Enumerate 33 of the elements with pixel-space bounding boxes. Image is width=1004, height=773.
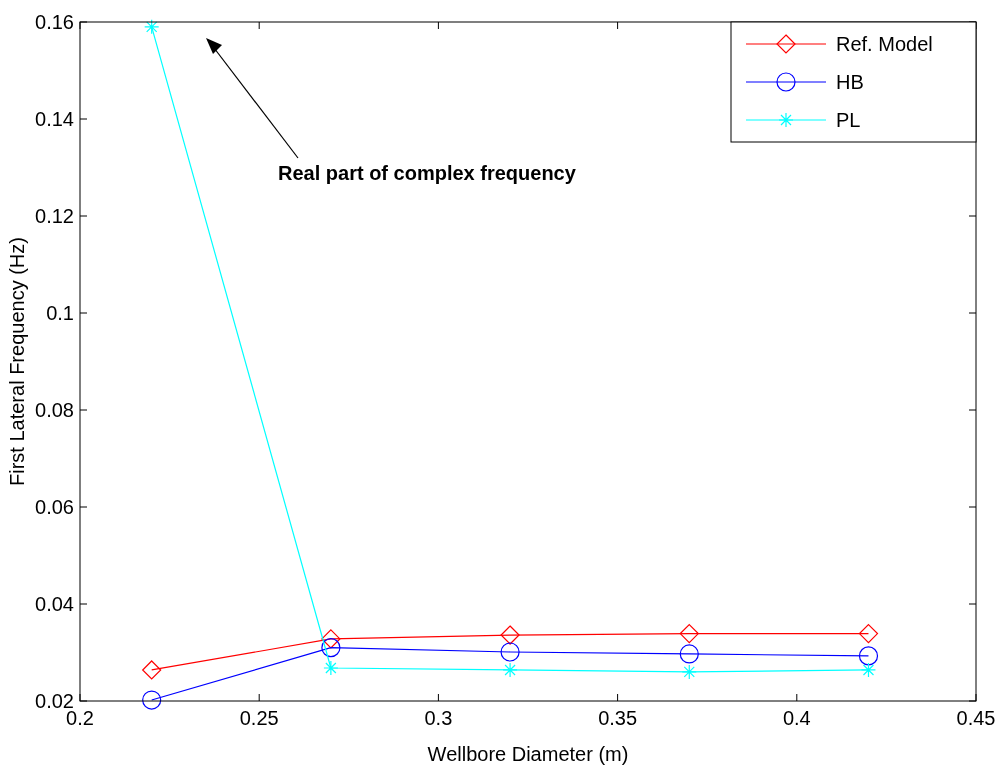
y-tick-label: 0.08 [35,399,74,421]
point [858,646,879,666]
y-tick-label: 0.06 [35,496,74,518]
point [142,660,162,680]
x-axis-title: Wellbore Diameter (m) [427,743,629,765]
x-tick-label: 0.35 [598,707,638,729]
point [144,19,160,35]
point [323,660,339,676]
y-tick-label: 0.04 [35,593,74,615]
x-tick-label: 0.4 [782,707,811,729]
y-tick-label: 0.12 [35,205,74,227]
y-tick-label: 0.16 [35,11,74,33]
point [681,664,697,680]
point [502,662,518,678]
point [860,662,877,678]
x-tick-label: 0.25 [239,707,279,729]
legend-label: HB [836,71,864,93]
legend-label: PL [836,109,861,131]
point [679,623,699,644]
y-tick-label: 0.1 [46,302,74,324]
legend-label: Ref. Model [836,33,933,55]
point [321,638,341,658]
point [679,644,699,664]
annotation: Real part of complex frequency [278,162,577,184]
point [500,642,520,662]
x-tick-label: 0.3 [424,707,453,729]
point [142,690,162,710]
point [858,623,879,644]
y-axis-title: First Lateral Frequency (Hz) [6,237,28,486]
point [321,629,341,649]
point [500,625,520,645]
x-tick-label: 0.45 [956,707,996,729]
y-tick-label: 0.14 [35,108,74,130]
